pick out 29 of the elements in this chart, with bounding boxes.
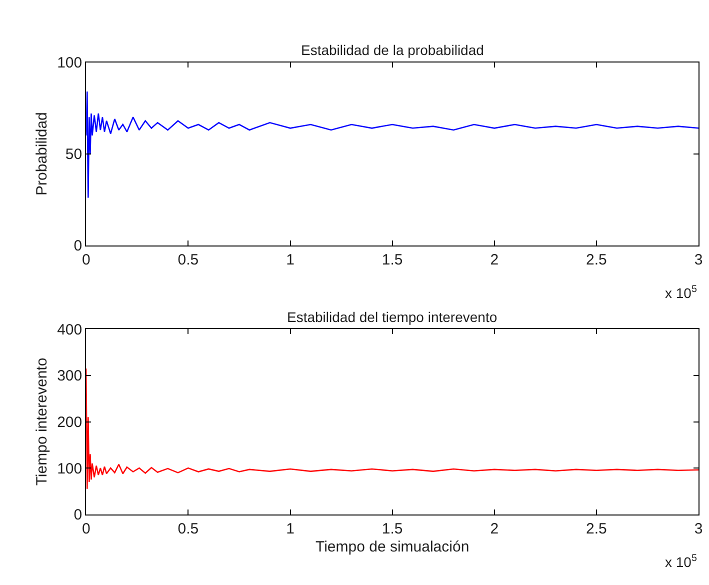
- y-axis-title: Tiempo interevento: [33, 358, 50, 486]
- x-tick-label: 2: [490, 520, 499, 538]
- x-tick-label: 0.5: [178, 251, 199, 268]
- chart-title: Estabilidad del tiempo interevento: [287, 309, 498, 325]
- y-tick-label: 200: [57, 414, 82, 431]
- x-tick-label: 1: [286, 520, 294, 538]
- text: x 10$^{5}$: [665, 284, 698, 301]
- chart-title: Estabilidad de la probabilidad: [301, 42, 484, 58]
- y-tick-label: 100: [57, 54, 82, 72]
- x-tick-label: 3: [694, 520, 703, 538]
- x-axis-title: Tiempo de simualación: [315, 538, 470, 556]
- x-tick-label: 2.5: [586, 251, 607, 268]
- y-axis-title: Probabilidad: [33, 112, 50, 196]
- x-tick-label: 2: [490, 251, 499, 268]
- line-series: [86, 368, 699, 490]
- x-tick-label: 3: [694, 251, 703, 268]
- text: x 10$^{5}$: [665, 553, 698, 570]
- line-series: [86, 90, 699, 198]
- y-tick-label: 100: [57, 460, 82, 478]
- x-tick-label: 2.5: [586, 520, 607, 538]
- y-tick-label: 0: [74, 238, 82, 255]
- y-tick-label: 300: [57, 368, 82, 385]
- y-tick-label: 50: [65, 146, 82, 164]
- y-tick-label: 400: [57, 321, 82, 338]
- x-tick-label: 1.5: [382, 520, 403, 538]
- x-tick-label: 0.5: [178, 520, 199, 538]
- x-tick-label: 1: [286, 251, 294, 268]
- y-tick-label: 0: [74, 506, 82, 524]
- x-tick-label: 1.5: [382, 251, 403, 268]
